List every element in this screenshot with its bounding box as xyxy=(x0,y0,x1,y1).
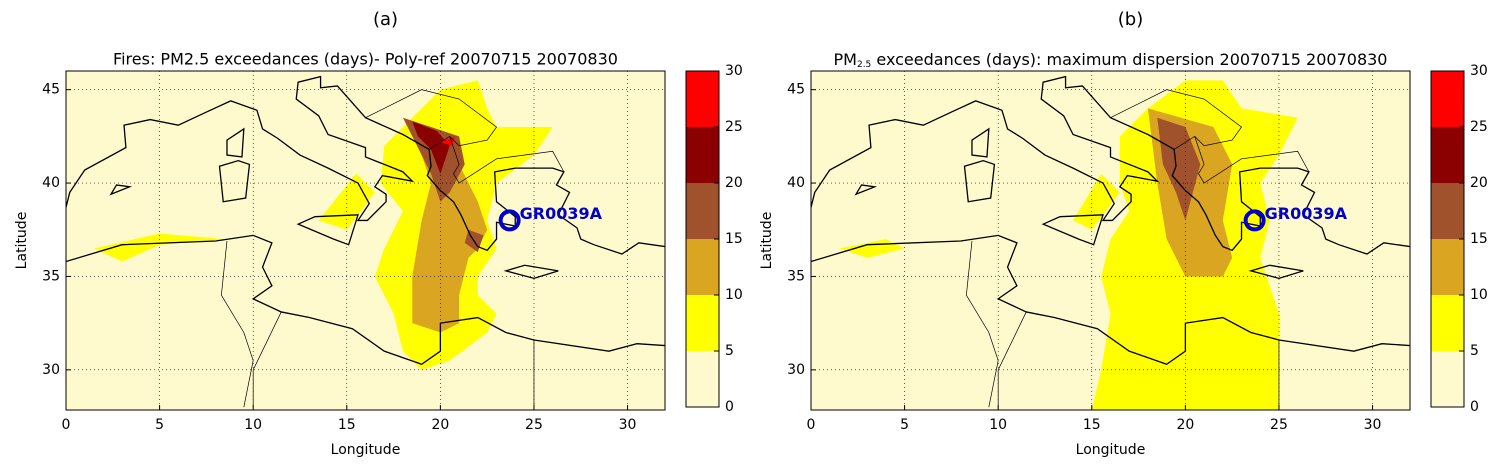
colorbar-segment xyxy=(1431,295,1464,351)
x-axis-label: Longitude xyxy=(331,442,401,458)
colorbar-segment xyxy=(1431,127,1464,183)
title-part: exceedances (days): maximum dispersion 2… xyxy=(871,50,1387,69)
x-axis-label: Longitude xyxy=(1076,442,1146,458)
y-axis-label: Latitude xyxy=(759,212,775,270)
colorbar-tick-label: 15 xyxy=(725,231,743,247)
y-tick-label: 30 xyxy=(787,362,805,378)
station-label: GR0039A xyxy=(520,204,603,223)
colorbar-segment xyxy=(1431,71,1464,127)
map-content xyxy=(66,77,665,408)
y-tick-label: 30 xyxy=(42,362,60,378)
exceedance-field xyxy=(839,80,1298,410)
colorbar-tick-label: 20 xyxy=(725,175,743,191)
panel-title: Fires: PM2.5 exceedances (days)- Poly-re… xyxy=(113,50,618,69)
x-tick-label: 25 xyxy=(1270,417,1288,433)
colorbar-tick-label: 5 xyxy=(1470,343,1479,359)
colorbar-segment xyxy=(1431,351,1464,407)
x-tick-label: 20 xyxy=(431,417,449,433)
y-axis-label: Latitude xyxy=(14,212,30,270)
x-tick-label: 30 xyxy=(619,417,637,433)
exceedance-area xyxy=(412,127,488,333)
colorbar-tick-label: 25 xyxy=(725,119,743,135)
colorbar-segment xyxy=(686,71,719,127)
x-tick-label: 15 xyxy=(1083,417,1101,433)
y-tick-label: 45 xyxy=(42,82,60,98)
map-content xyxy=(811,77,1410,410)
x-tick-label: 20 xyxy=(1176,417,1194,433)
plot-frame xyxy=(65,70,666,411)
panel-label: (a) xyxy=(373,9,398,30)
title-subscript: 2.5 xyxy=(857,60,871,70)
colorbar-tick-label: 30 xyxy=(725,63,743,79)
exceedance-area xyxy=(412,121,450,174)
station-marker xyxy=(1243,209,1266,232)
colorbar-segment xyxy=(686,351,719,407)
x-tick-label: 0 xyxy=(62,417,71,433)
y-tick-label: 35 xyxy=(42,268,60,284)
colorbar-segment xyxy=(686,127,719,183)
map-panel: 0 5 10 15 20 25 30 30 35 40 45 GR0039A (a) Fires: PM2… xyxy=(14,9,743,458)
plot-frame xyxy=(810,70,1411,411)
x-tick-label: 10 xyxy=(244,417,262,433)
exceedance-area xyxy=(94,233,226,262)
colorbar-tick-label: 30 xyxy=(1470,63,1488,79)
y-tick-label: 40 xyxy=(42,175,60,191)
colorbar-tick-label: 25 xyxy=(1470,119,1488,135)
y-tick-label: 40 xyxy=(787,175,805,191)
colorbar-tick-label: 20 xyxy=(1470,175,1488,191)
map-panel: 0 5 10 15 20 25 30 30 35 40 45 GR0039A (b) PM2.5 exce… xyxy=(759,9,1488,458)
x-tick-label: 30 xyxy=(1364,417,1382,433)
colorbar-tick-label: 5 xyxy=(725,343,734,359)
x-tick-label: 0 xyxy=(807,417,816,433)
colorbar-segment xyxy=(686,239,719,295)
colorbar-tick-label: 10 xyxy=(1470,287,1488,303)
station-marker xyxy=(498,209,521,232)
x-tick-label: 25 xyxy=(525,417,543,433)
colorbar-segment xyxy=(686,295,719,351)
title-part: PM xyxy=(834,50,857,69)
colorbar-tick-label: 10 xyxy=(725,287,743,303)
x-tick-label: 15 xyxy=(338,417,356,433)
colorbar-segment xyxy=(686,183,719,239)
colorbar-segment xyxy=(1431,239,1464,295)
station-label: GR0039A xyxy=(1265,204,1348,223)
colorbar-tick-label: 15 xyxy=(1470,231,1488,247)
x-tick-label: 10 xyxy=(989,417,1007,433)
y-tick-label: 35 xyxy=(787,268,805,284)
colorbar-tick-label: 0 xyxy=(1470,399,1479,415)
panel-title: PM2.5 exceedances (days): maximum disper… xyxy=(834,50,1388,70)
x-tick-label: 5 xyxy=(155,417,164,433)
panel-label: (b) xyxy=(1118,9,1143,30)
y-tick-label: 45 xyxy=(787,82,805,98)
colorbar-segment xyxy=(1431,183,1464,239)
colorbar-tick-label: 0 xyxy=(725,399,734,415)
x-tick-label: 5 xyxy=(900,417,909,433)
